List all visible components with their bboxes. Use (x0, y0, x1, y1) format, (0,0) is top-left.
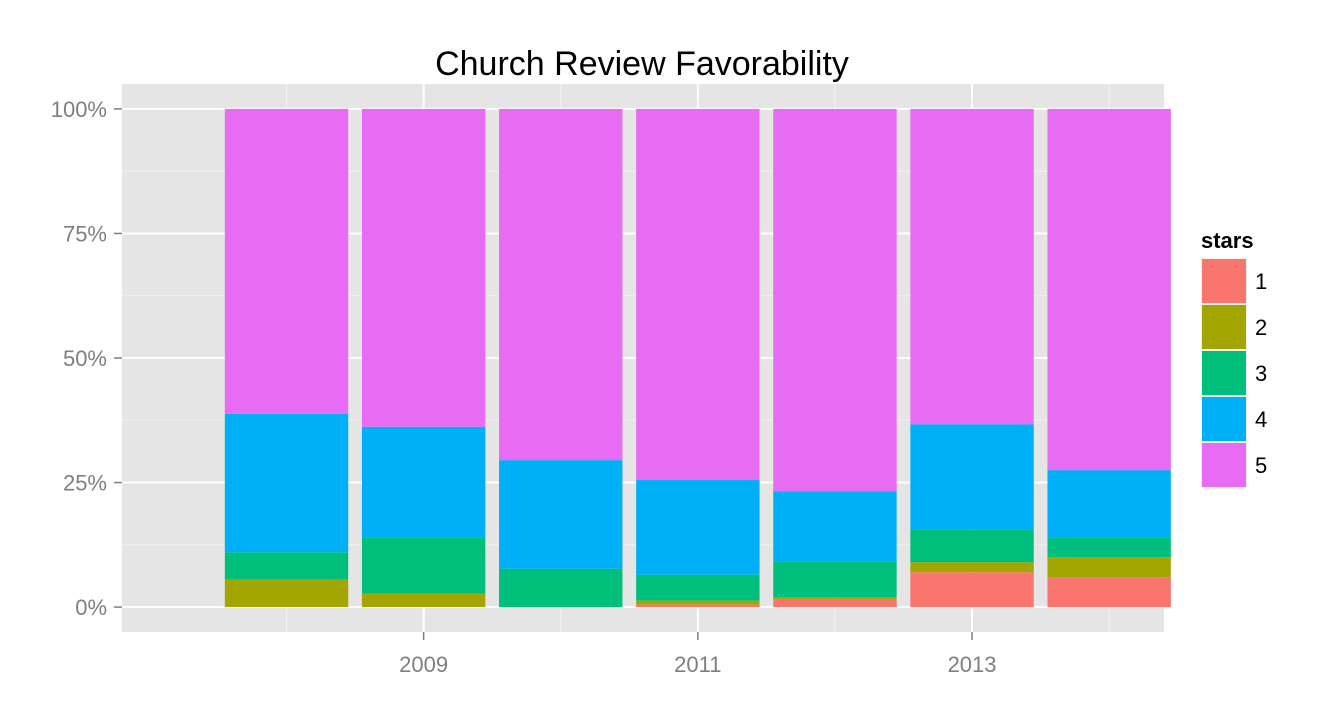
bar-segment-2014-stars-4 (1047, 470, 1171, 538)
bar-segment-2012-stars-3 (773, 561, 897, 598)
x-tick-label: 2013 (948, 652, 997, 677)
bar-segment-2008-stars-4 (224, 413, 349, 553)
bar-segment-2009-stars-2 (361, 593, 486, 608)
bar-segment-2012-stars-5 (773, 108, 897, 492)
bar-segment-2014-stars-5 (1047, 108, 1171, 471)
y-tick-label: 50% (63, 346, 107, 371)
bars-layer (224, 108, 1171, 608)
bar-segment-2008-stars-5 (224, 108, 349, 414)
legend-label-5: 5 (1255, 453, 1267, 478)
bar-segment-2013-stars-4 (910, 424, 1034, 530)
y-tick-label: 100% (51, 97, 107, 122)
bar-segment-2011-stars-5 (636, 108, 760, 481)
legend-label-3: 3 (1255, 361, 1267, 386)
bar-segment-2011-stars-4 (636, 480, 760, 575)
bar-segment-2011-stars-2 (636, 600, 760, 605)
bar-segment-2013-stars-1 (910, 572, 1034, 608)
bar-segment-2014-stars-3 (1047, 537, 1171, 558)
legend-swatch-2 (1202, 305, 1246, 349)
bar-segment-2014-stars-2 (1047, 557, 1171, 578)
bar-segment-2012-stars-4 (773, 491, 897, 562)
bar-segment-2010-stars-3 (499, 568, 623, 608)
legend-swatch-1 (1202, 259, 1246, 303)
bar-segment-2011-stars-1 (636, 604, 760, 608)
bar-segment-2013-stars-2 (910, 562, 1034, 573)
legend-swatch-4 (1202, 397, 1246, 441)
bar-segment-2010-stars-5 (499, 108, 623, 461)
bar-segment-2014-stars-1 (1047, 577, 1171, 608)
legend-swatch-5 (1202, 443, 1246, 487)
y-tick-label: 75% (63, 221, 107, 246)
x-tick-label: 2011 (674, 652, 721, 677)
bar-segment-2008-stars-2 (224, 579, 349, 608)
bar-segment-2010-stars-4 (499, 460, 623, 569)
bar-segment-2012-stars-2 (773, 597, 897, 600)
bar-segment-2008-stars-3 (224, 552, 349, 580)
chart-title: Church Review Favorability (435, 45, 849, 83)
bar-segment-2009-stars-5 (361, 108, 486, 427)
x-tick-label: 2009 (399, 652, 448, 677)
bar-segment-2009-stars-4 (361, 426, 486, 538)
bar-segment-2013-stars-5 (910, 108, 1034, 425)
bar-segment-2013-stars-3 (910, 529, 1034, 563)
legend-label-1: 1 (1255, 269, 1267, 294)
bar-segment-2011-stars-3 (636, 574, 760, 601)
legend-title: stars (1201, 228, 1254, 253)
bar-segment-2012-stars-1 (773, 599, 897, 608)
bar-segment-2009-stars-3 (361, 537, 486, 594)
y-tick-label: 25% (63, 471, 107, 496)
legend-label-2: 2 (1255, 315, 1267, 340)
legend-label-4: 4 (1255, 407, 1267, 432)
legend-swatch-3 (1202, 351, 1246, 395)
axis-layer: 0% 25% 50% 75% 100% 2009 2011 2013 (51, 97, 997, 677)
y-tick-label: 0% (75, 595, 107, 620)
